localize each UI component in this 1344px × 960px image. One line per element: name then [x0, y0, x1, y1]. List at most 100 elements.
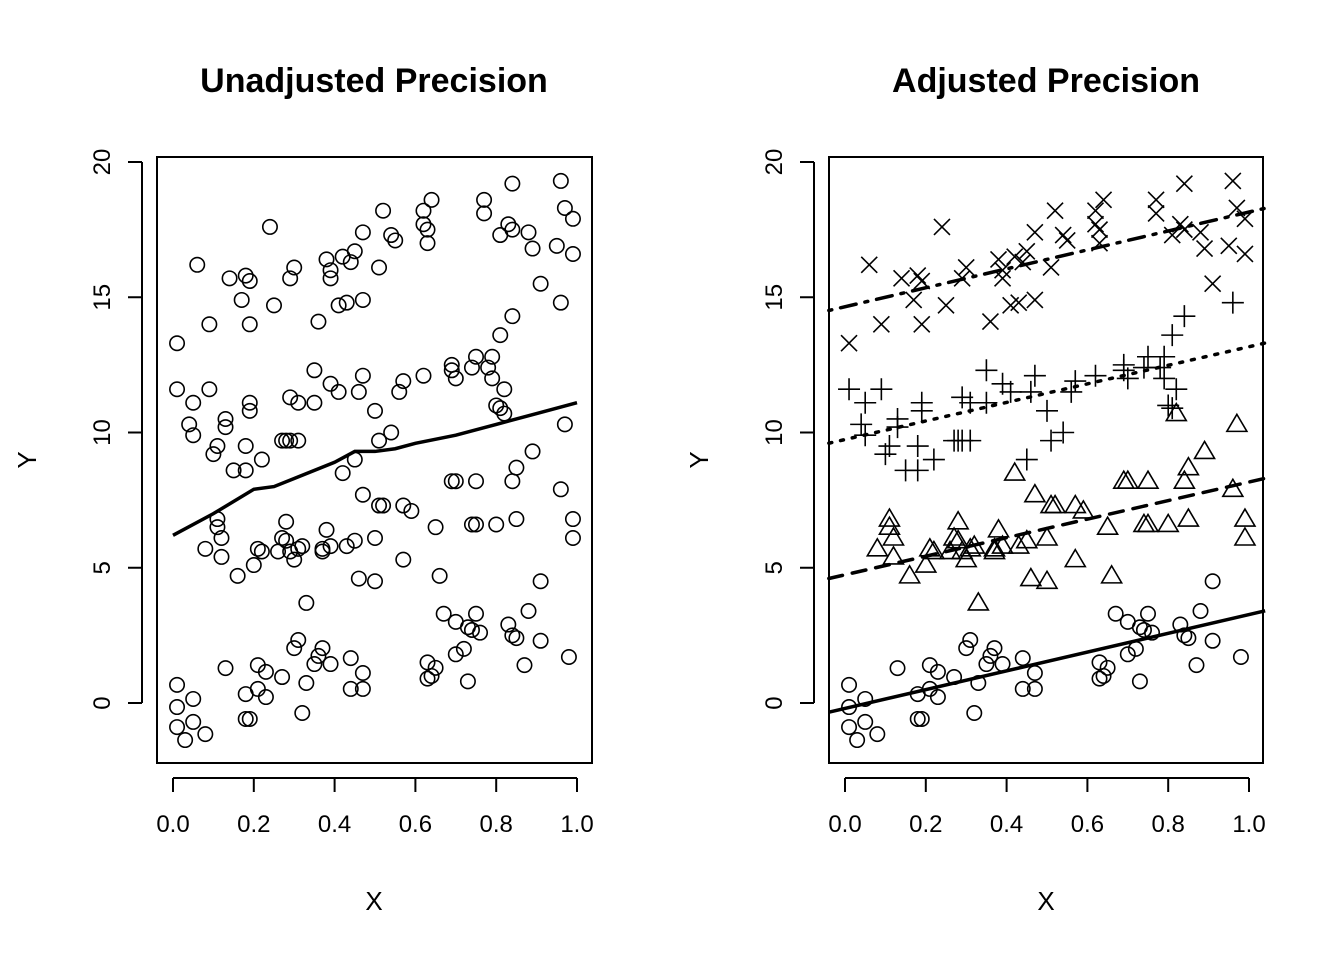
data-point-circle — [169, 381, 186, 398]
data-point-circle — [415, 216, 432, 233]
data-point-circle — [290, 432, 307, 449]
data-point-circle — [290, 631, 307, 648]
data-point-circle — [354, 224, 371, 241]
data-point-circle — [237, 438, 254, 455]
data-point-circle — [205, 446, 222, 463]
y-axis-label: Y — [684, 451, 714, 468]
y-tick-label: 0 — [761, 696, 788, 709]
panel-adjusted: Adjusted Precision X Y 0.0 0.2 0.4 0.6 0.8 1.… — [684, 62, 1267, 916]
data-point-circle — [237, 267, 254, 284]
data-point-triangle — [1063, 548, 1087, 568]
data-point-circle — [253, 543, 270, 560]
data-point-plus — [1040, 429, 1063, 452]
data-point-circle — [1131, 673, 1148, 690]
data-point-circle — [492, 400, 509, 417]
data-point-circle — [564, 511, 581, 528]
data-point-circle — [233, 291, 250, 308]
data-point-circle — [552, 481, 569, 498]
data-point-triangle — [922, 539, 946, 560]
data-point-circle — [322, 375, 339, 392]
data-point-circle — [467, 348, 484, 365]
data-point-circle — [282, 270, 299, 287]
data-point-triangle — [966, 591, 990, 611]
data-point-plus — [874, 443, 897, 466]
data-point-circle — [338, 294, 355, 311]
data-point-cross — [1204, 275, 1222, 293]
fit-line-plus — [827, 341, 1267, 445]
x-tick-label: 0.0 — [156, 811, 189, 838]
data-point-circle — [857, 690, 874, 707]
data-point-circle — [306, 656, 323, 673]
data-point-circle — [261, 218, 278, 235]
data-point-circle — [383, 424, 400, 441]
data-point-circle — [1026, 680, 1043, 697]
data-point-circle — [209, 519, 226, 536]
data-point-circle — [419, 235, 436, 252]
data-point-circle — [496, 381, 513, 398]
data-point-circle — [217, 410, 234, 427]
data-point-cross — [957, 258, 975, 277]
data-point-circle — [241, 394, 258, 411]
data-point-circle — [249, 680, 266, 697]
data-point-cross — [933, 218, 951, 236]
data-point-circle — [318, 521, 335, 538]
data-point-triangle — [1100, 564, 1124, 584]
data-point-cross — [1086, 202, 1105, 220]
x-tick-label: 0.0 — [828, 811, 861, 838]
data-point-circle — [366, 529, 383, 546]
data-point-circle — [415, 202, 432, 219]
data-point-circle — [387, 232, 404, 249]
data-point-circle — [508, 459, 525, 476]
data-point-circle — [346, 243, 363, 260]
data-point-triangle — [1003, 461, 1027, 481]
data-point-plus — [1165, 378, 1188, 401]
data-point-circle — [306, 362, 323, 379]
x-tick-label: 0.4 — [990, 811, 1023, 838]
data-point-triangle — [1225, 412, 1249, 433]
data-point-triangle — [1035, 526, 1059, 546]
data-point-cross — [840, 334, 858, 352]
data-point-circle — [447, 473, 464, 490]
data-point-cross — [1018, 242, 1036, 260]
data-point-circle — [1180, 630, 1197, 647]
data-point-circle — [962, 631, 979, 648]
data-point-circle — [500, 616, 517, 633]
data-point-circle — [330, 297, 347, 314]
y-tick-label: 15 — [89, 284, 116, 311]
data-point-circle — [419, 670, 436, 687]
data-point-circle — [1119, 646, 1136, 663]
data-point-circle — [169, 676, 186, 693]
data-point-circle — [221, 270, 238, 287]
data-point-circle — [504, 221, 521, 238]
data-point-circle — [185, 427, 202, 444]
data-point-circle — [564, 245, 581, 262]
data-point-cross — [1006, 248, 1024, 266]
data-point-triangle — [942, 526, 966, 546]
data-point-circle — [504, 627, 521, 644]
data-point-circle — [395, 551, 412, 568]
data-point-circle — [504, 308, 521, 325]
data-point-circle — [354, 486, 371, 503]
data-point-plus — [1153, 345, 1176, 368]
data-point-circle — [371, 259, 388, 276]
data-point-circle — [480, 359, 497, 376]
data-point-plus — [850, 413, 873, 436]
data-point-cross — [1175, 175, 1193, 193]
data-point-circle — [270, 543, 287, 560]
data-point-triangle — [946, 510, 970, 530]
data-point-circle — [857, 713, 874, 730]
data-point-circle — [229, 567, 246, 584]
data-point-circle — [282, 432, 299, 449]
data-point-circle — [395, 497, 412, 514]
data-point-circle — [265, 297, 282, 314]
data-point-circle — [225, 462, 242, 479]
data-point-circle — [342, 680, 359, 697]
data-point-plus — [1221, 291, 1244, 314]
data-point-circle — [286, 259, 303, 276]
data-point-circle — [447, 646, 464, 663]
data-point-circle — [463, 621, 480, 638]
data-point-circle — [1192, 603, 1209, 620]
data-point-circle — [467, 605, 484, 622]
data-point-plus — [975, 391, 998, 414]
data-point-circle — [488, 516, 505, 533]
